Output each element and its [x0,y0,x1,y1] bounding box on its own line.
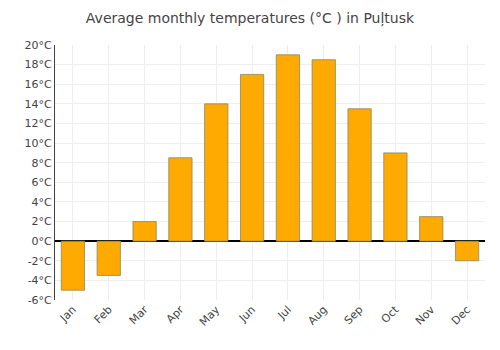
svg-text:Jan: Jan [57,303,79,325]
svg-text:May: May [197,303,223,329]
svg-text:-2°C: -2°C [28,255,52,268]
svg-text:Sep: Sep [342,303,366,327]
svg-text:Oct: Oct [379,303,402,326]
svg-text:12°C: 12°C [25,117,52,130]
svg-text:Jun: Jun [236,303,258,325]
svg-text:18°C: 18°C [25,58,52,71]
svg-text:-4°C: -4°C [28,274,52,287]
svg-text:8°C: 8°C [32,157,52,170]
svg-text:Apr: Apr [164,303,187,326]
svg-text:0°C: 0°C [32,235,52,248]
svg-text:14°C: 14°C [25,98,52,111]
svg-text:4°C: 4°C [32,196,52,209]
svg-text:16°C: 16°C [25,78,52,91]
svg-text:Nov: Nov [413,303,438,328]
svg-text:Dec: Dec [449,303,473,327]
svg-text:Jul: Jul [275,303,294,322]
svg-text:Aug: Aug [305,303,329,327]
svg-text:6°C: 6°C [32,176,52,189]
svg-text:Mar: Mar [127,303,151,327]
svg-text:Feb: Feb [92,303,115,326]
svg-text:10°C: 10°C [25,137,52,150]
svg-text:Average monthly temperatures (: Average monthly temperatures (°C ) in Pu… [86,10,415,27]
svg-text:2°C: 2°C [32,215,52,228]
svg-text:20°C: 20°C [25,39,52,52]
svg-text:-6°C: -6°C [28,294,52,307]
